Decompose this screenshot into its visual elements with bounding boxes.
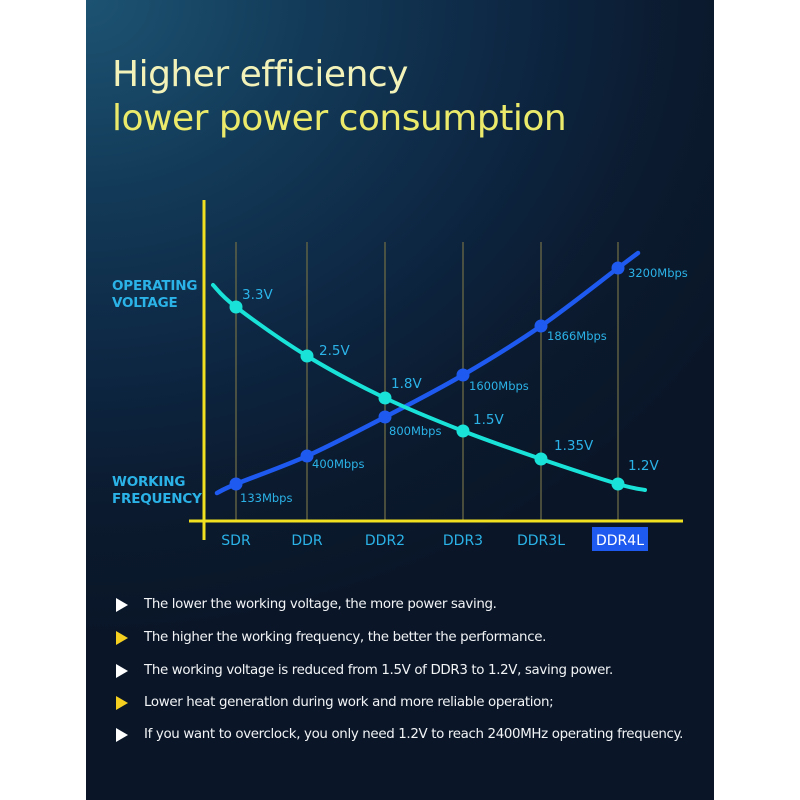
frequency-data-label: 400Mbps xyxy=(312,457,364,471)
frequency-data-label: 800Mbps xyxy=(389,424,441,438)
voltage-data-label: 2.5V xyxy=(319,343,350,359)
title-line-2: lower power consumption xyxy=(112,98,567,139)
x-tick-label-ddr2: DDR2 xyxy=(365,533,405,549)
triangle-bullet-icon xyxy=(116,630,128,645)
voltage-data-label: 1.35V xyxy=(554,438,594,454)
voltage-data-label: 1.8V xyxy=(391,376,422,392)
frequency-data-label: 3200Mbps xyxy=(628,266,688,280)
x-tick-label-sdr: SDR xyxy=(221,533,251,549)
voltage-data-label: 1.5V xyxy=(473,412,504,428)
frequency-series-line xyxy=(214,250,641,496)
voltage-series-line xyxy=(211,283,647,492)
x-tick-highlight-badge xyxy=(592,527,648,551)
feature-text: Lower heat generatlon during work and mo… xyxy=(144,695,554,710)
voltage-axis-label-line2: VOLTAGE xyxy=(112,295,178,311)
feature-item: The working voltage is reduced from 1.5V… xyxy=(116,663,613,678)
x-tick-label-ddr: DDR xyxy=(291,533,323,549)
feature-item: The higher the working frequency, the be… xyxy=(116,630,546,645)
feature-text: If you want to overclock, you only need … xyxy=(144,727,684,742)
frequency-point-ddr xyxy=(300,449,314,463)
triangle-bullet-icon xyxy=(116,727,128,742)
x-tick-label-ddr4l: DDR4L xyxy=(596,533,644,549)
frequency-axis-label: WORKING FREQUENCY xyxy=(112,474,202,508)
voltage-point-ddr2 xyxy=(378,391,392,405)
frequency-point-ddr3 xyxy=(456,368,470,382)
triangle-bullet-icon xyxy=(116,695,128,710)
frequency-point-ddr3l xyxy=(534,319,548,333)
x-tick-label-ddr3: DDR3 xyxy=(443,533,483,549)
voltage-axis-label-line1: OPERATING xyxy=(112,278,198,294)
infographic-panel: Higher efficiency lower power consumptio… xyxy=(86,0,714,800)
feature-item: If you want to overclock, you only need … xyxy=(116,727,683,742)
frequency-point-ddr2 xyxy=(378,410,392,424)
ddr-comparison-chart: 3.3V 2.5V 1.8V 1.5V 1.35V 1.2V 133Mbps 400Mbps 8… xyxy=(189,200,688,551)
feature-item: The lower the working voltage, the more … xyxy=(116,597,497,612)
frequency-axis-label-line2: FREQUENCY xyxy=(112,491,202,507)
voltage-point-ddr3l xyxy=(534,452,548,466)
voltage-point-ddr4l xyxy=(611,477,625,491)
voltage-point-ddr3 xyxy=(456,424,470,438)
voltage-axis-label: OPERATING VOLTAGE xyxy=(112,278,197,312)
feature-item: Lower heat generatlon during work and mo… xyxy=(116,695,554,710)
frequency-data-label: 1866Mbps xyxy=(547,329,607,343)
feature-text: The lower the working voltage, the more … xyxy=(144,597,497,612)
feature-text: The working voltage is reduced from 1.5V… xyxy=(144,663,613,678)
frequency-data-label: 133Mbps xyxy=(240,491,292,505)
triangle-bullet-icon xyxy=(116,597,128,612)
title-line-1: Higher efficiency xyxy=(112,54,409,95)
x-tick-label-ddr3l: DDR3L xyxy=(517,533,565,549)
voltage-data-label: 3.3V xyxy=(242,287,273,303)
frequency-axis-label-line1: WORKING xyxy=(112,474,186,490)
feature-text: The higher the working frequency, the be… xyxy=(144,630,546,645)
frequency-point-sdr xyxy=(229,477,243,491)
voltage-point-ddr xyxy=(300,349,314,363)
voltage-data-label: 1.2V xyxy=(628,458,659,474)
frequency-point-ddr4l xyxy=(611,261,625,275)
triangle-bullet-icon xyxy=(116,663,128,678)
voltage-point-sdr xyxy=(229,300,243,314)
frequency-data-label: 1600Mbps xyxy=(469,379,529,393)
